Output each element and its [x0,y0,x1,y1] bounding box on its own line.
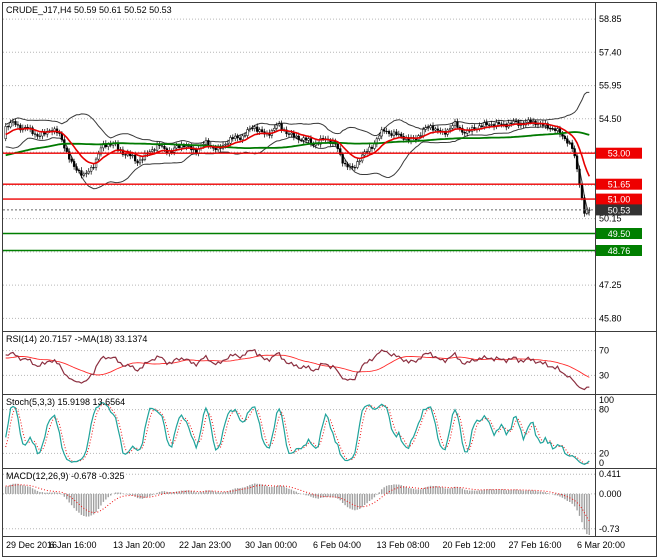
current-price-badge: 50.53 [596,204,642,216]
rsi-canvas[interactable]: 70 30 [3,332,656,394]
time-axis-label: 20 Feb 12:00 [442,540,496,550]
time-axis-label: 30 Jan 00:00 [244,540,298,550]
chart-title: CRUDE_J17,H4 50.59 50.61 50.52 50.53 [6,5,172,15]
indicator-axis-label: 0 [599,458,604,468]
price-chart-canvas[interactable]: 58.8557.4055.9554.5053.0551.6050.1548.70… [3,3,656,331]
y-axis-label: 47.25 [599,280,622,290]
indicator-axis-label: 20 [599,448,609,458]
time-axis-label: 6 Mar 20:00 [576,540,626,550]
indicator-axis-label: 70 [599,346,609,356]
price-level-badge: 51.65 [596,178,642,190]
fast-ma-line [5,122,591,177]
time-axis-label: 13 Feb 08:00 [376,540,430,550]
y-axis-label: 50.15 [599,214,622,224]
macd-indicator-label: MACD(12,26,9) -0.678 -0.325 [6,471,125,481]
macd-signal-line [5,484,590,522]
time-axis-label: 6 Feb 04:00 [312,540,362,550]
price-level-badge: 49.50 [596,228,642,239]
y-axis-label: 58.85 [599,14,622,24]
y-axis-label: 54.50 [599,114,622,124]
price-level-badge: 53.00 [596,147,642,159]
stochastic-main-line [5,402,590,465]
macd-canvas[interactable]: 0.411 0.000 -0.73 [3,469,656,536]
indicator-axis-label: 0.000 [599,489,622,499]
indicator-axis-label: 0.411 [599,469,621,479]
time-axis[interactable]: 29 Dec 2016 6 Jan 16:00 13 Jan 20:00 22 Jan… [3,537,656,556]
rsi-line [5,348,590,391]
macd-histogram [5,483,590,535]
price-level-badge: 48.76 [596,245,642,256]
y-axis-label: 45.80 [599,313,622,323]
y-axis-label: 57.40 [599,47,622,57]
stochastic-signal-line [5,402,590,465]
stochastic-indicator-label: Stoch(5,3,3) 15.9198 13.6564 [6,397,126,407]
time-axis-label: 6 Jan 16:00 [49,540,97,550]
price-chart-panel[interactable]: 58.8557.4055.9554.5053.0551.6050.1548.70… [3,3,656,332]
stochastic-panel[interactable]: 100 80 20 0 Stoch(5,3,3) 15.9198 13.6564 [3,395,656,469]
slow-ma-line [5,131,590,157]
indicator-axis-label: 30 [599,370,609,380]
svg-text:51.65: 51.65 [608,180,631,190]
svg-text:49.50: 49.50 [608,229,631,239]
bollinger-upper-line [5,91,590,144]
time-axis-label: 27 Feb 16:00 [508,540,562,550]
rsi-indicator-label: RSI(14) 20.7157 ->MA(18) 33.1374 [6,334,148,344]
svg-text:50.53: 50.53 [608,205,631,215]
indicator-axis-label: 100 [599,395,614,405]
macd-panel[interactable]: 0.411 0.000 -0.73 MACD(12,26,9) -0.678 -0.… [3,469,656,537]
y-axis-label: 55.95 [599,81,622,91]
time-axis-label: 29 Dec 2016 [6,540,58,550]
rsi-panel[interactable]: 70 30 RSI(14) 20.7157 ->MA(18) 33.1374 [3,332,656,395]
svg-text:53.00: 53.00 [608,149,631,159]
time-axis-label: 13 Jan 20:00 [112,540,166,550]
svg-text:51.00: 51.00 [608,195,631,205]
svg-text:48.76: 48.76 [608,246,631,256]
indicator-axis-label: 80 [599,405,609,415]
time-axis-label: 22 Jan 23:00 [178,540,232,550]
bollinger-lower-line [5,126,590,216]
candles-layer [4,117,591,217]
price-level-badge: 51.00 [596,193,642,205]
indicator-axis-label: -0.73 [599,524,620,534]
